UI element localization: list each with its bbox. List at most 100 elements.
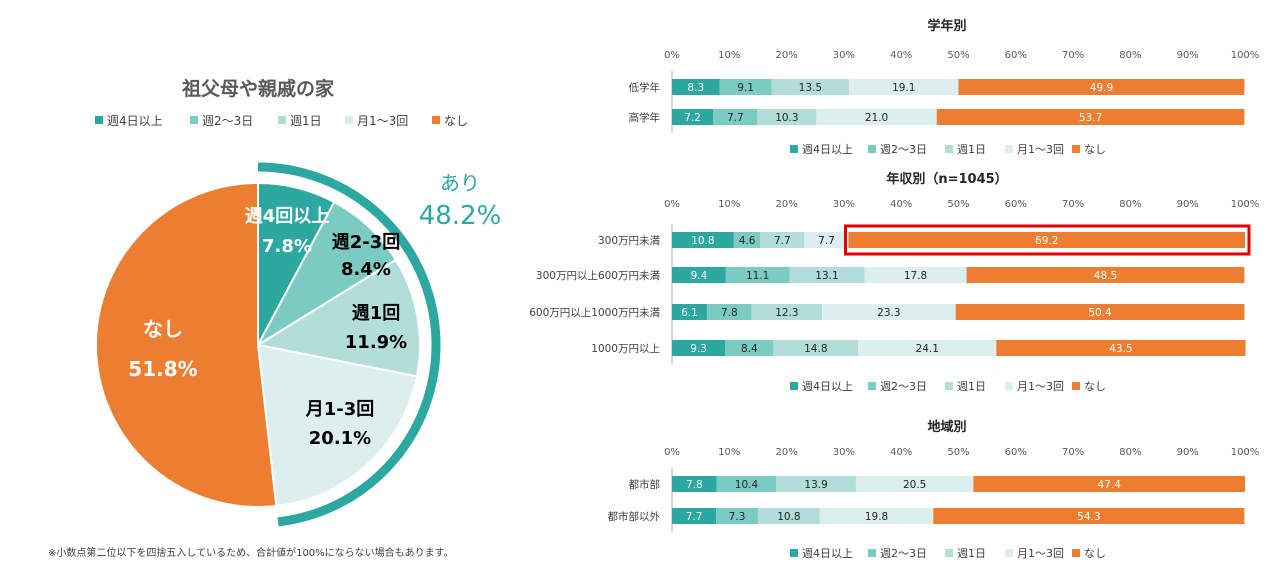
- slice-label: 月1-3回: [305, 399, 375, 420]
- category-label: 都市部: [629, 478, 661, 491]
- pie-legend-swatch: [190, 116, 198, 124]
- bar-data-label: 19.1: [892, 82, 915, 94]
- bar-segment: [672, 79, 720, 95]
- bar-segment: [936, 109, 1245, 125]
- x-tick-label: 40%: [890, 447, 912, 458]
- pie-legend-label: 月1～3回: [357, 114, 408, 128]
- bar-segment: [672, 508, 717, 524]
- bar-segment: [725, 267, 790, 283]
- x-tick-label: 50%: [947, 447, 969, 458]
- category-label: 300万円未満: [598, 235, 661, 247]
- x-tick-label: 100%: [1231, 199, 1260, 210]
- bar-legend-swatch: [945, 145, 953, 153]
- bar-legend-label: 週2～3日: [880, 143, 927, 156]
- bar-segment: [672, 476, 717, 492]
- bar-legend-swatch: [790, 549, 798, 557]
- bar-data-label: 50.4: [1088, 307, 1112, 319]
- x-tick-label: 80%: [1119, 447, 1141, 458]
- bar-data-label: 48.5: [1094, 270, 1117, 282]
- bar-data-label: 10.4: [735, 479, 759, 491]
- bar-data-label: 23.3: [877, 307, 900, 319]
- x-tick-label: 60%: [1005, 50, 1027, 61]
- bar-segment: [996, 340, 1246, 356]
- bar-legend-swatch: [790, 145, 798, 153]
- bar-segment: [848, 232, 1245, 248]
- bar-legend-label: 週2～3日: [880, 380, 927, 393]
- bar-data-label: 13.5: [799, 82, 822, 94]
- bar-data-label: 24.1: [916, 343, 939, 355]
- bar-data-label: 10.3: [775, 112, 798, 124]
- bar-legend-label: 週1日: [957, 380, 986, 393]
- category-label: 都市部以外: [608, 510, 661, 523]
- x-tick-label: 60%: [1005, 447, 1027, 458]
- x-tick-label: 30%: [833, 447, 855, 458]
- bar-data-label: 10.8: [777, 511, 800, 523]
- bar-legend-label: 月1～3回: [1017, 143, 1064, 156]
- bar-legend-swatch: [1072, 145, 1080, 153]
- x-tick-label: 20%: [775, 447, 797, 458]
- footnote: ※小数点第二位以下を四捨五入しているため、合計値が100%にならない場合もありま…: [48, 548, 454, 559]
- pie-legend-label: 週4日以上: [107, 114, 163, 128]
- category-label: 1000万円以上: [591, 343, 660, 355]
- bar-legend-swatch: [868, 145, 876, 153]
- slice-value-label: 8.4%: [341, 259, 391, 280]
- bar-segment: [855, 476, 974, 492]
- bar-legend-swatch: [1005, 145, 1013, 153]
- bar-data-label: 6.1: [681, 307, 698, 319]
- pie-group-ring: [257, 162, 441, 527]
- group-value: 48.2%: [419, 201, 500, 231]
- bar-segment: [716, 508, 758, 524]
- bar-segment: [966, 267, 1245, 283]
- bar-data-label: 9.3: [690, 343, 707, 355]
- pie-legend-swatch: [432, 116, 440, 124]
- bar-segment: [757, 109, 817, 125]
- bar-segment: [789, 267, 865, 283]
- bar-data-label: 69.2: [1035, 235, 1058, 247]
- bar-data-label: 43.5: [1109, 343, 1132, 355]
- bar-segment: [776, 476, 856, 492]
- bar-segment: [733, 232, 761, 248]
- x-tick-label: 70%: [1062, 50, 1084, 61]
- bar-legend-swatch: [945, 382, 953, 390]
- bar-segment: [706, 304, 752, 320]
- x-tick-label: 70%: [1062, 447, 1084, 458]
- pie-legend-swatch: [345, 116, 353, 124]
- bar-data-label: 7.2: [684, 112, 701, 124]
- pie-slice: [256, 343, 419, 508]
- stacked-bar-charts: 学年別 0% 10% 20% 30% 40% 50% 60% 70% 80% 90% 100% 低学年 8…: [529, 18, 1260, 560]
- bar-legend-label: なし: [1084, 547, 1106, 560]
- bar-segment: [672, 304, 707, 320]
- bar-segment: [822, 304, 956, 320]
- slice-label: 週2-3回: [332, 232, 401, 253]
- x-tick-label: 80%: [1119, 50, 1141, 61]
- bar-segment: [849, 79, 959, 95]
- bar-legend-label: 月1～3回: [1017, 380, 1064, 393]
- bar-segment: [760, 232, 805, 248]
- pie-slice: [255, 200, 398, 348]
- x-tick-label: 50%: [947, 199, 969, 210]
- x-tick-label: 50%: [947, 50, 969, 61]
- bar-data-label: 7.7: [774, 235, 791, 247]
- x-tick-label: 40%: [890, 50, 912, 61]
- x-tick-label: 30%: [833, 50, 855, 61]
- x-tick-label: 10%: [718, 50, 740, 61]
- bar-segment: [804, 232, 849, 248]
- bar-data-label: 7.7: [686, 511, 703, 523]
- slice-value-label: 11.9%: [345, 332, 407, 353]
- bar-data-label: 9.1: [737, 82, 754, 94]
- bar-legend-label: 週4日以上: [802, 380, 853, 393]
- bar-segment: [933, 508, 1245, 524]
- bar-data-label: 7.3: [729, 511, 746, 523]
- x-tick-label: 20%: [775, 50, 797, 61]
- bar-segment: [773, 340, 859, 356]
- pie-legend-label: 週1日: [290, 114, 322, 128]
- x-tick-label: 60%: [1005, 199, 1027, 210]
- bar-segment: [771, 79, 850, 95]
- slice-value-label: 7.8%: [262, 236, 312, 257]
- bar-legend-label: 週2～3日: [880, 547, 927, 560]
- x-tick-label: 20%: [775, 199, 797, 210]
- bar-legend-label: 週1日: [957, 547, 986, 560]
- bar-data-label: 7.8: [721, 307, 738, 319]
- highlight-box: [843, 224, 1251, 256]
- pie-slice: [255, 258, 421, 378]
